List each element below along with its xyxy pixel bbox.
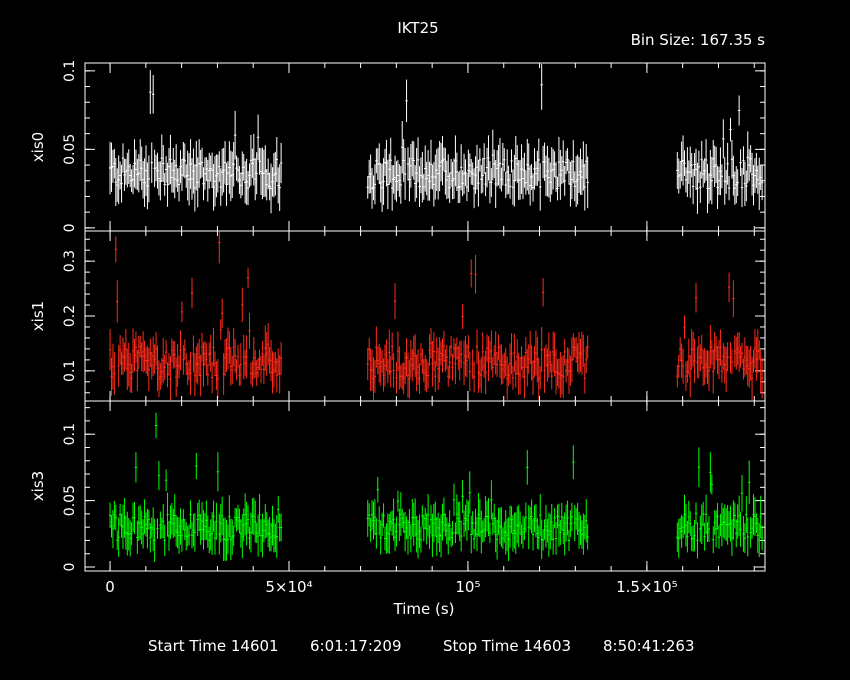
bin-size-label: Bin Size: 167.35 s	[631, 31, 766, 49]
y-tick-label: 0.05	[62, 485, 78, 516]
y-tick-label: 0.1	[62, 60, 78, 82]
start-time-label: Start Time 14601	[148, 637, 279, 655]
y-axis-label-xis3: xis3	[29, 471, 47, 501]
series-xis0	[108, 64, 764, 214]
panels-group: 0 0.05 0.1 xis0 0.1 0.2 0.3 xis1 0 0.05 0.1 xis3	[29, 60, 766, 572]
y-tick-label: 0.05	[62, 134, 78, 165]
x-tick-label: 1.5×10⁵	[616, 578, 678, 596]
panel-xis1: 0.1 0.2 0.3 xis1	[29, 230, 766, 402]
x-tick-label: 0	[105, 578, 115, 596]
y-tick-label: 0.2	[62, 305, 78, 327]
y-tick-label: 0	[62, 223, 78, 232]
y-tick-label: 0.3	[62, 250, 78, 272]
y-axis-label-xis1: xis1	[29, 301, 47, 331]
y-tick-label: 0.1	[62, 423, 78, 445]
y-tick-label: 0.1	[62, 360, 78, 382]
panel-xis3: 0 0.05 0.1 xis3	[29, 400, 766, 572]
x-tick-label: 10⁵	[455, 578, 480, 596]
stop-time-value: 8:50:41:263	[603, 637, 695, 655]
start-time-value: 6:01:17:209	[310, 637, 402, 655]
chart-title: IKT25	[397, 19, 438, 37]
y-tick-label: 0	[62, 563, 78, 572]
series-xis3	[108, 412, 764, 562]
x-tick-label: 5×10⁴	[265, 578, 312, 596]
stop-time-label: Stop Time 14603	[443, 637, 571, 655]
panel-xis0: 0 0.05 0.1 xis0	[29, 60, 766, 232]
y-axis-label-xis0: xis0	[29, 132, 47, 162]
x-axis-label: Time (s)	[393, 600, 455, 618]
panel-frame	[84, 400, 766, 572]
x-axis: 0 5×10⁴ 10⁵ 1.5×10⁵	[105, 578, 677, 596]
series-xis1	[108, 232, 764, 400]
